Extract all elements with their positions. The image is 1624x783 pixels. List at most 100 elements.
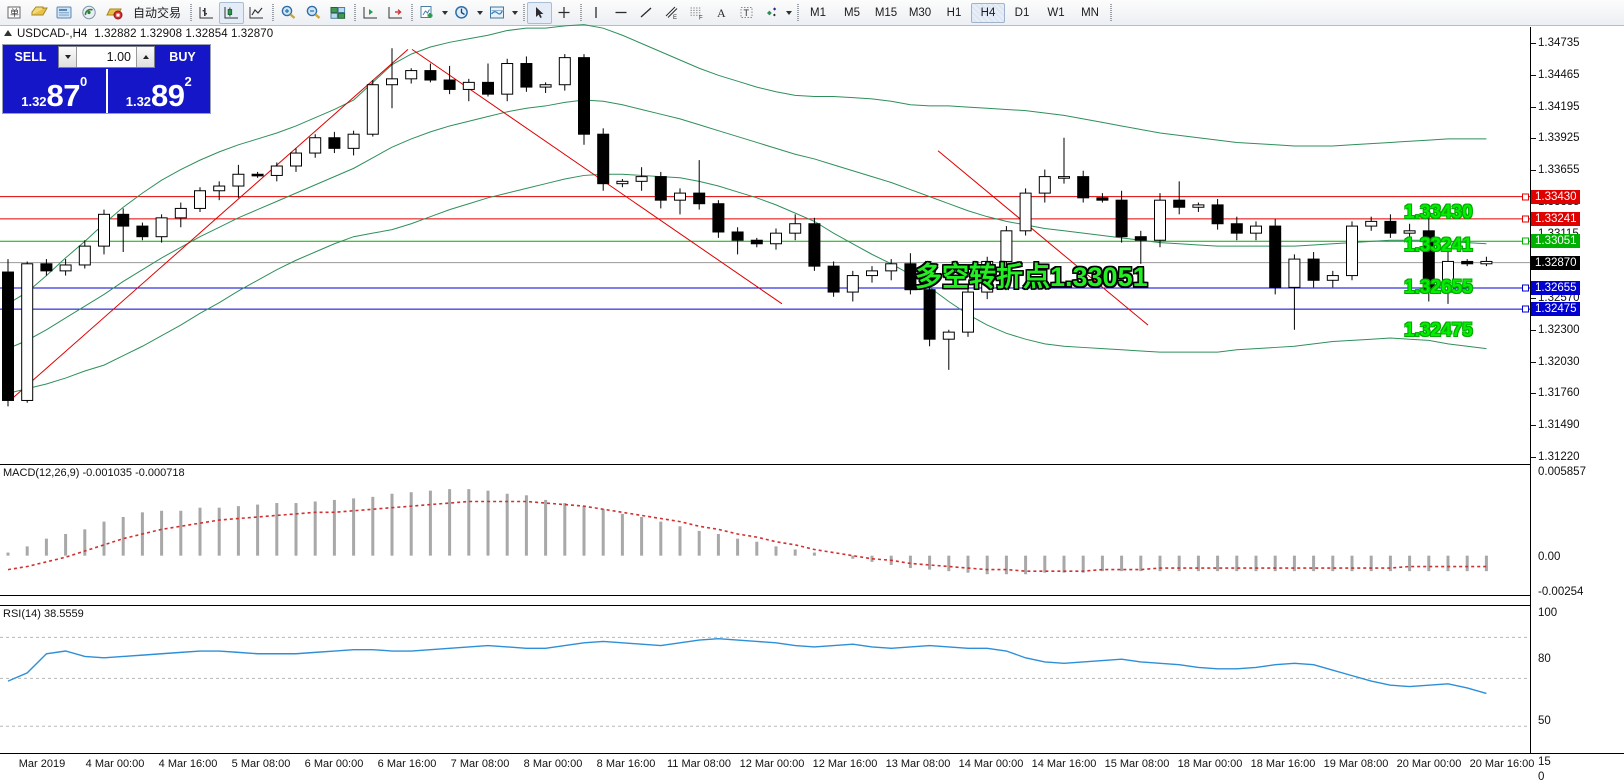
buy-price-cell[interactable]: 1.32 89 2 (105, 69, 211, 114)
chart-symbol-title: USDCAD-,H4 (17, 28, 88, 40)
equidistant-channel-icon[interactable]: E (659, 2, 684, 24)
toolbar-separator-1 (187, 3, 194, 23)
indicators-icon[interactable] (485, 2, 510, 24)
price-level-handle[interactable] (1522, 215, 1529, 223)
price-level-handle[interactable] (1522, 284, 1529, 292)
timeframe-mn[interactable]: MN (1081, 6, 1099, 19)
time-axis-label: 19 Mar 08:00 (1323, 758, 1389, 770)
zoom-out-icon[interactable] (301, 2, 326, 24)
expand-triangle-icon[interactable] (4, 30, 12, 36)
time-axis-label: 14 Mar 16:00 (1031, 758, 1097, 770)
price-level-tag-1.33430[interactable]: 1.33430 (1531, 189, 1580, 204)
line-chart-icon[interactable] (244, 2, 269, 24)
price-level-tag-1.33051[interactable]: 1.33051 (1531, 234, 1580, 249)
price-level-tag-1.32475[interactable]: 1.32475 (1531, 302, 1580, 317)
rsi-pane[interactable] (0, 605, 1530, 753)
time-axis-label: 13 Mar 08:00 (885, 758, 951, 770)
timeframe-h1[interactable]: H1 (946, 6, 962, 19)
time-axis-label: 12 Mar 16:00 (812, 758, 878, 770)
folder-icon[interactable] (27, 2, 52, 24)
objects-icon[interactable] (759, 2, 784, 24)
time-axis-label: 20 Mar 16:00 (1469, 758, 1535, 770)
lot-increase-icon[interactable] (136, 47, 154, 67)
timeframe-w1[interactable]: W1 (1047, 6, 1065, 19)
rsi-axis-label: 100 (1538, 607, 1558, 619)
new-chart-dropdown-icon[interactable] (440, 3, 450, 23)
level-annotation-1.32475[interactable]: 1.32475 (1404, 320, 1473, 341)
timeframe-h4[interactable]: H4 (971, 2, 1006, 23)
price-axis-tick (1531, 361, 1536, 363)
timeframe-m30[interactable]: M30 (908, 6, 932, 19)
lot-decrease-icon[interactable] (59, 47, 77, 67)
zoom-in-icon[interactable] (276, 2, 301, 24)
time-axis-label: 8 Mar 00:00 (523, 758, 583, 770)
cursor-icon[interactable] (527, 1, 553, 24)
order-icon[interactable]: 单 (2, 2, 27, 24)
price-level-tag-1.33241[interactable]: 1.33241 (1531, 211, 1580, 226)
buy-price-big: 89 (151, 78, 185, 114)
price-axis-tick (1531, 138, 1536, 140)
hline-icon[interactable] (609, 2, 634, 24)
svg-text:单: 单 (10, 7, 19, 18)
tile-windows-icon[interactable] (326, 2, 351, 24)
vline-icon[interactable] (584, 2, 609, 24)
timeframe-m15[interactable]: M15 (874, 6, 898, 19)
crosshair-icon[interactable] (552, 2, 577, 24)
trendline-icon[interactable] (634, 2, 659, 24)
bar-chart-icon[interactable] (194, 2, 219, 24)
one-click-trading-panel: SELL 1.00 BUY 1.32 87 0 1.32 89 2 (2, 44, 211, 114)
shift-start-icon[interactable] (358, 2, 383, 24)
shift-end-icon[interactable] (383, 2, 408, 24)
autotrade-icon[interactable] (102, 2, 127, 24)
sell-button[interactable]: SELL (3, 45, 58, 69)
price-pane[interactable] (0, 24, 1530, 457)
price-level-handle[interactable] (1522, 237, 1529, 245)
fibonacci-icon[interactable]: F (684, 2, 709, 24)
period-icon[interactable] (450, 2, 475, 24)
buy-price-base: 1.32 (125, 94, 152, 109)
time-axis-label: 6 Mar 00:00 (304, 758, 364, 770)
news-icon[interactable] (52, 2, 77, 24)
chart-text-annotation[interactable]: 多空转折点1.33051 (915, 262, 1148, 292)
level-annotation-1.33241[interactable]: 1.33241 (1404, 235, 1473, 256)
signal-icon[interactable] (77, 2, 102, 24)
level-annotation-1.33430[interactable]: 1.33430 (1404, 202, 1473, 223)
text-icon[interactable]: T (734, 2, 759, 24)
price-axis-label: 1.31490 (1538, 419, 1580, 432)
main-toolbar: 单 自动交易 (0, 0, 1624, 26)
timeframe-d1[interactable]: D1 (1014, 6, 1030, 19)
period-dropdown-icon[interactable] (475, 3, 485, 23)
one-click-top-row: SELL 1.00 BUY (3, 45, 210, 69)
rsi-plot (0, 636, 1530, 727)
price-level-tag-1.32870[interactable]: 1.32870 (1531, 255, 1580, 270)
sell-price-cell[interactable]: 1.32 87 0 (3, 69, 106, 113)
price-axis-label: 1.34735 (1538, 36, 1580, 49)
lot-size-stepper[interactable]: 1.00 (58, 46, 155, 68)
chart-area[interactable]: MACD(12,26,9) -0.001035 -0.000718 RSI(14… (0, 24, 1624, 783)
price-level-handle[interactable] (1522, 305, 1529, 313)
price-level-handle[interactable] (1522, 193, 1529, 201)
price-axis-label: 1.34195 (1538, 100, 1580, 113)
timeframe-m5[interactable]: M5 (844, 6, 860, 19)
price-axis-label: 1.32570 (1538, 291, 1580, 304)
price-axis-label: 1.32300 (1538, 323, 1580, 336)
macd-pane[interactable] (0, 464, 1530, 596)
objects-dropdown-icon[interactable] (784, 3, 794, 23)
price-axis-tick (1531, 42, 1536, 44)
buy-button[interactable]: BUY (155, 45, 210, 69)
macd-axis-label: 0.005857 (1538, 466, 1586, 478)
level-annotation-1.32655[interactable]: 1.32655 (1404, 277, 1473, 298)
svg-text:T: T (744, 8, 750, 18)
new-chart-icon[interactable] (415, 2, 440, 24)
text-label-icon[interactable]: A (709, 2, 734, 24)
timeframe-m1[interactable]: M1 (810, 6, 826, 19)
candlestick-icon[interactable] (219, 1, 245, 24)
indicators-dropdown-icon[interactable] (510, 3, 520, 23)
price-level-tag-1.32655[interactable]: 1.32655 (1531, 280, 1580, 295)
time-axis-label: 8 Mar 16:00 (596, 758, 656, 770)
price-axis-tick (1531, 457, 1536, 458)
autotrade-label[interactable]: 自动交易 (133, 6, 182, 20)
lot-size-value[interactable]: 1.00 (77, 47, 136, 67)
time-axis-label: 20 Mar 00:00 (1396, 758, 1462, 770)
